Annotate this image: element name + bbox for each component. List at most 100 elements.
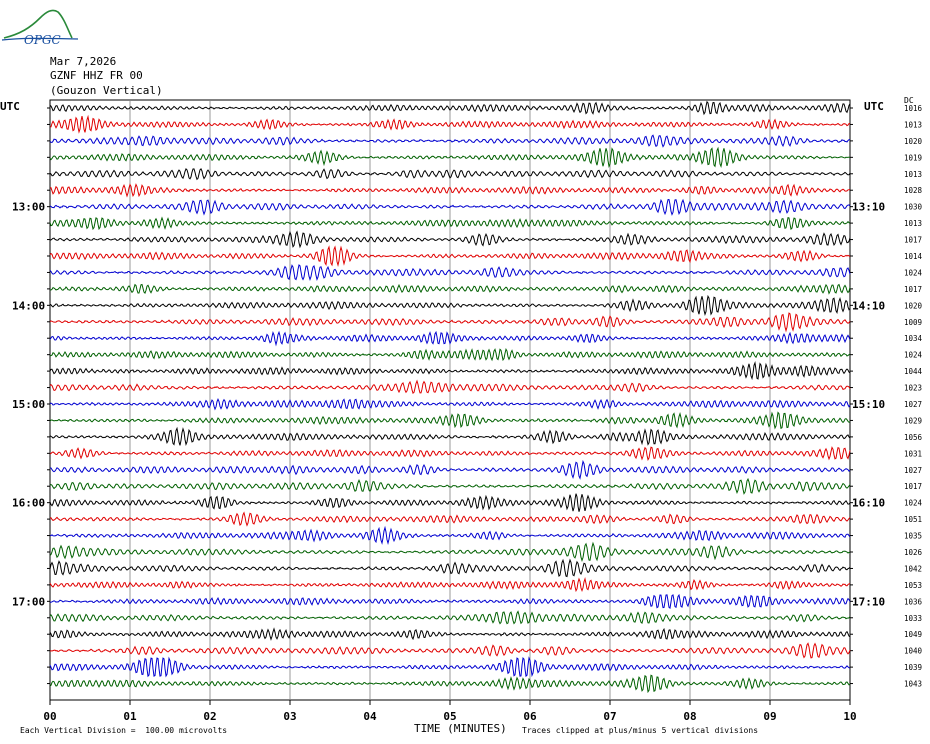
x-tick-label: 02 bbox=[203, 710, 216, 723]
seismic-trace bbox=[49, 511, 851, 527]
seismic-trace bbox=[49, 558, 851, 578]
dc-offset-label: 1020 bbox=[904, 301, 923, 310]
dc-offset-label: 1024 bbox=[904, 499, 923, 508]
date-label: Mar 7,2026 bbox=[50, 55, 117, 68]
dc-label: DC bbox=[904, 96, 914, 105]
seismic-trace bbox=[49, 245, 851, 267]
dc-offset-label: 1056 bbox=[904, 433, 923, 442]
seismic-trace bbox=[49, 446, 851, 461]
left-hour-label: 14:00 bbox=[12, 299, 45, 312]
dc-offset-label: 1019 bbox=[904, 153, 922, 162]
dc-offset-label: 1013 bbox=[904, 120, 922, 129]
x-tick-label: 04 bbox=[363, 710, 377, 723]
dc-offset-label: 1013 bbox=[904, 219, 922, 228]
seismic-trace bbox=[49, 593, 851, 609]
dc-offset-label: 1017 bbox=[904, 482, 922, 491]
seismic-trace bbox=[49, 183, 851, 198]
right-hour-label: 14:10 bbox=[852, 299, 885, 312]
seismic-trace bbox=[49, 577, 851, 593]
seismic-trace bbox=[49, 312, 851, 333]
seismic-trace bbox=[49, 347, 851, 362]
right-hour-label: 15:10 bbox=[852, 398, 885, 411]
seismic-trace bbox=[49, 398, 851, 411]
x-tick-label: 06 bbox=[523, 710, 537, 723]
seismic-trace bbox=[49, 642, 851, 659]
x-tick-label: 09 bbox=[763, 710, 776, 723]
seismic-trace bbox=[49, 379, 851, 395]
dc-offset-label: 1027 bbox=[904, 400, 922, 409]
dc-offset-label: 1027 bbox=[904, 466, 922, 475]
dc-offset-label: 1017 bbox=[904, 236, 922, 245]
dc-offset-label: 1042 bbox=[904, 564, 922, 573]
x-tick-label: 05 bbox=[443, 710, 456, 723]
dc-offset-label: 1034 bbox=[904, 334, 923, 343]
seismic-trace bbox=[49, 360, 851, 381]
dc-offset-label: 1035 bbox=[904, 532, 922, 541]
seismic-trace bbox=[49, 493, 851, 512]
dc-offset-label: 1031 bbox=[904, 449, 922, 458]
seismic-trace bbox=[49, 426, 851, 446]
x-tick-label: 03 bbox=[283, 710, 296, 723]
seismic-trace bbox=[49, 656, 851, 678]
seismic-trace bbox=[49, 216, 851, 231]
seismic-trace bbox=[49, 168, 851, 181]
seismic-trace bbox=[49, 674, 851, 694]
dc-offset-label: 1053 bbox=[904, 581, 922, 590]
dc-offset-label: 1044 bbox=[904, 367, 923, 376]
seismic-trace bbox=[49, 459, 851, 480]
dc-offset-label: 1014 bbox=[904, 252, 923, 261]
dc-offset-label: 1024 bbox=[904, 268, 923, 277]
seismic-trace bbox=[49, 264, 851, 281]
scale-note: Each Vertical Division = 100.00 microvol… bbox=[20, 726, 228, 735]
dc-offset-label: 1051 bbox=[904, 515, 922, 524]
x-tick-label: 07 bbox=[603, 710, 616, 723]
dc-offset-label: 1016 bbox=[904, 104, 923, 113]
x-axis-title: TIME (MINUTES) bbox=[414, 722, 507, 735]
right-hour-label: 17:10 bbox=[852, 595, 885, 608]
utc-right-label: UTC bbox=[864, 100, 884, 113]
dc-offset-label: 1009 bbox=[904, 318, 922, 327]
right-hour-label: 13:10 bbox=[852, 201, 885, 214]
right-hour-label: 16:10 bbox=[852, 497, 885, 510]
x-tick-label: 10 bbox=[843, 710, 856, 723]
dc-offset-label: 1040 bbox=[904, 647, 923, 656]
seismic-trace bbox=[49, 146, 850, 168]
dc-offset-label: 1029 bbox=[904, 416, 922, 425]
location-label: (Gouzon Vertical) bbox=[50, 84, 163, 97]
seismic-trace bbox=[49, 134, 851, 148]
dc-offset-label: 1033 bbox=[904, 614, 922, 623]
left-hour-label: 13:00 bbox=[12, 201, 45, 214]
opgc-logo: OPGC bbox=[1, 9, 79, 46]
seismic-trace bbox=[49, 525, 851, 546]
dc-offset-label: 1026 bbox=[904, 548, 923, 557]
logo-text: OPGC bbox=[24, 33, 61, 46]
x-tick-label: 01 bbox=[123, 710, 137, 723]
seismic-trace bbox=[49, 100, 851, 116]
dc-offset-label: 1028 bbox=[904, 186, 923, 195]
x-tick-label: 00 bbox=[43, 710, 56, 723]
seismic-trace bbox=[49, 294, 851, 316]
left-hour-label: 15:00 bbox=[12, 398, 45, 411]
seismic-trace bbox=[49, 411, 851, 430]
station-label: GZNF HHZ FR 00 bbox=[50, 69, 143, 82]
dc-offset-label: 1023 bbox=[904, 384, 922, 393]
seismic-trace bbox=[49, 477, 851, 495]
seismic-trace bbox=[49, 198, 851, 216]
dc-offset-label: 1013 bbox=[904, 170, 922, 179]
dc-offset-label: 1024 bbox=[904, 351, 923, 360]
left-hour-label: 16:00 bbox=[12, 497, 45, 510]
dc-offset-label: 1049 bbox=[904, 630, 922, 639]
dc-offset-label: 1017 bbox=[904, 285, 922, 294]
x-tick-label: 08 bbox=[683, 710, 696, 723]
dc-offset-label: 1030 bbox=[904, 203, 923, 212]
dc-offset-label: 1036 bbox=[904, 597, 923, 606]
seismic-trace bbox=[49, 627, 851, 641]
seismic-trace bbox=[49, 230, 851, 249]
left-hour-label: 17:00 bbox=[12, 595, 45, 608]
clip-note: Traces clipped at plus/minus 5 vertical … bbox=[522, 726, 759, 735]
seismic-trace bbox=[49, 541, 851, 563]
utc-left-label: UTC bbox=[0, 100, 20, 113]
seismic-trace bbox=[49, 114, 851, 134]
dc-offset-label: 1039 bbox=[904, 663, 922, 672]
